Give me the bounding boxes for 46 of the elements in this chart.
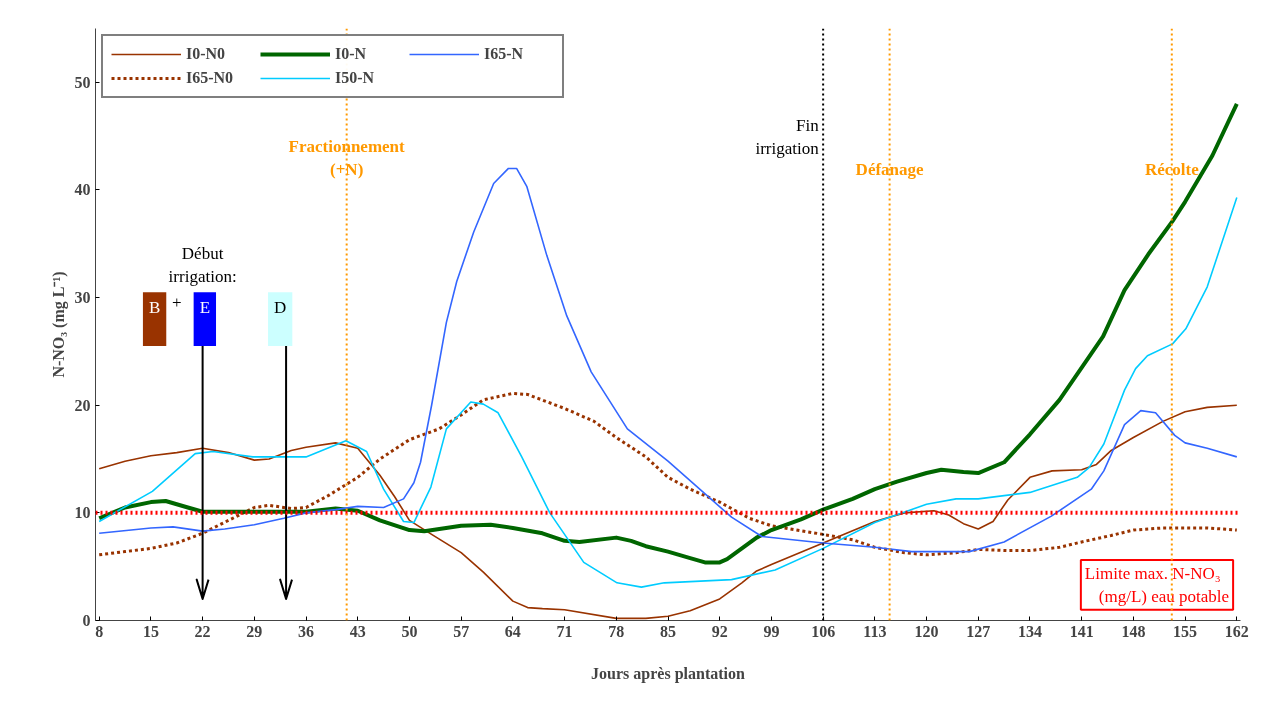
x-tick-label: 134	[1017, 622, 1042, 640]
x-tick-label: 92	[711, 622, 728, 640]
legend-label: I0-N	[335, 45, 368, 63]
x-tick-label: 36	[298, 622, 315, 640]
ref-line-label: Récolte	[1144, 160, 1200, 180]
y-tick-label: 30	[74, 289, 91, 307]
y-tick-label: 0	[82, 612, 91, 629]
x-tick-label: 120	[914, 622, 939, 640]
y-tick-label: 40	[74, 181, 91, 199]
y-tick-label: 50	[74, 73, 91, 91]
x-axis-title: Jours après plantation	[591, 664, 745, 683]
x-tick-label: 71	[556, 622, 573, 640]
x-tick-label: 85	[660, 622, 676, 640]
legend-label: I50-N	[335, 69, 376, 87]
annotation: Début irrigation:	[168, 244, 237, 287]
x-tick-label: 155	[1173, 622, 1198, 640]
x-tick-label: 22	[194, 622, 211, 640]
x-tick-label: 43	[349, 622, 366, 640]
legend-label: I65-N0	[186, 69, 235, 87]
annotation: E	[199, 298, 211, 318]
ref-line-label: Fin irrigation	[755, 115, 820, 158]
y-axis-title: N-NO₃ (mg L⁻¹)	[49, 271, 68, 378]
x-tick-label: 141	[1069, 622, 1094, 640]
x-tick-label: 127	[966, 622, 991, 640]
ref-line-label: Limite max. N-NO₃ (mg/L) eau potable	[1084, 563, 1230, 606]
legend-label: I65-N	[484, 45, 525, 63]
x-tick-label: 78	[608, 622, 625, 640]
x-tick-label: 162	[1224, 622, 1249, 640]
annotation: B	[148, 298, 161, 318]
x-tick-label: 15	[142, 622, 159, 640]
x-tick-label: 148	[1121, 622, 1146, 640]
y-tick-label: 10	[74, 504, 91, 522]
x-tick-label: 8	[95, 622, 104, 640]
annotation: +	[171, 293, 182, 313]
x-tick-label: 64	[504, 622, 521, 640]
legend-label: I0-N0	[186, 45, 227, 63]
x-tick-label: 106	[811, 622, 836, 640]
x-tick-label: 50	[401, 622, 418, 640]
ref-line-label: Fractionnement (+N)	[288, 137, 406, 180]
x-tick-label: 57	[453, 622, 470, 640]
x-tick-label: 29	[246, 622, 263, 640]
x-tick-label: 113	[863, 622, 887, 640]
y-tick-label: 20	[74, 396, 91, 414]
annotation: D	[274, 298, 287, 318]
ref-line-label: Défanage	[855, 160, 925, 180]
x-tick-label: 99	[763, 622, 780, 640]
